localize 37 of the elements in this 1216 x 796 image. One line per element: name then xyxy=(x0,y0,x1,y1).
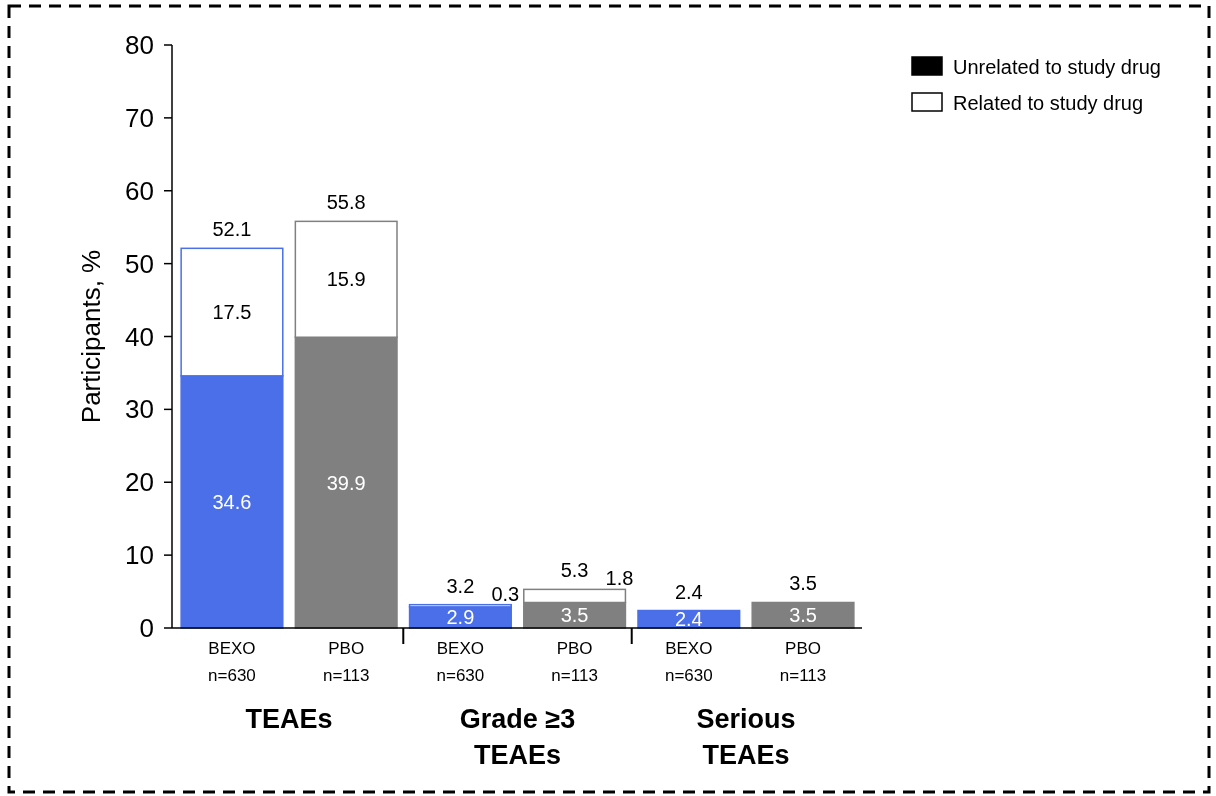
data-label: 3.5 xyxy=(560,604,589,627)
x-tick-label: PBO n=113 xyxy=(551,639,598,685)
y-tick-label: 10 xyxy=(125,540,154,571)
data-label: 3.5 xyxy=(789,604,817,627)
x-tick-label: PBO n=113 xyxy=(779,639,827,685)
total-label: 52.1 xyxy=(212,218,252,241)
data-label: 17.5 xyxy=(212,301,252,324)
total-label: 3.2 xyxy=(446,574,475,597)
y-tick-label: 70 xyxy=(125,102,154,133)
x-tick-label: BEXO n=630 xyxy=(664,639,713,685)
data-label: 2.4 xyxy=(674,608,703,631)
total-label: 3.5 xyxy=(789,572,817,595)
y-axis-title: Participants, % xyxy=(76,249,106,424)
text: TEAEs xyxy=(245,704,333,734)
y-tick-label: 60 xyxy=(125,175,154,206)
y-tick-label: 30 xyxy=(125,394,154,425)
y-tick-label: 50 xyxy=(125,248,154,279)
text: Serious TEAEs xyxy=(696,704,796,770)
y-tick-label: 80 xyxy=(125,30,154,60)
data-label: 34.6 xyxy=(212,490,252,513)
total-label: 2.4 xyxy=(674,580,703,603)
data-label: 15.9 xyxy=(326,268,366,291)
data-label: 39.9 xyxy=(326,471,366,494)
y-tick-label: 20 xyxy=(125,467,154,498)
total-label: 55.8 xyxy=(326,191,366,214)
x-tick-label: BEXO n=630 xyxy=(436,639,485,685)
x-tick-label: PBO n=113 xyxy=(322,639,370,685)
text: Grade ≥3 TEAEs xyxy=(459,704,576,770)
text: Unrelated to study drug xyxy=(953,56,1161,78)
total-label: 5.3 xyxy=(560,559,589,582)
data-label: 0.3 xyxy=(491,582,520,605)
y-tick-label: 0 xyxy=(139,613,154,643)
y-tick-label: 40 xyxy=(125,321,154,352)
x-tick-label: BEXO n=630 xyxy=(208,639,256,685)
data-label: 2.9 xyxy=(446,606,475,629)
text: Related to study drug xyxy=(953,92,1144,114)
data-label: 1.8 xyxy=(605,567,634,590)
